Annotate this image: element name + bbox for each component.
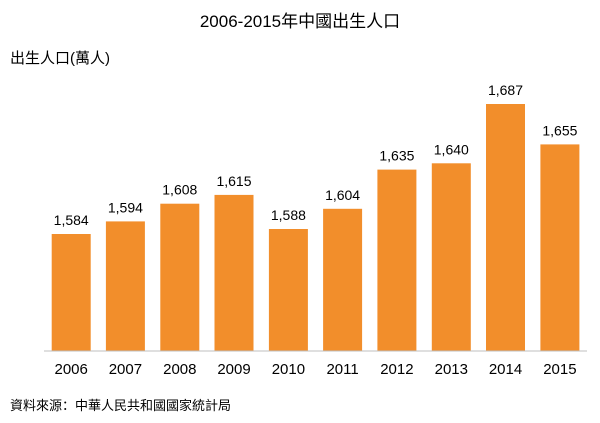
bar-2008: [160, 203, 200, 351]
bar-2015: [540, 144, 580, 351]
value-label-2013: 1,640: [434, 141, 469, 157]
value-label-2014: 1,687: [488, 82, 523, 98]
bar-2009: [214, 194, 254, 351]
bar-2014: [486, 104, 525, 351]
value-label-2012: 1,635: [379, 148, 414, 164]
value-label-2008: 1,608: [162, 182, 197, 198]
bar-2011: [323, 208, 363, 351]
value-label-2007: 1,594: [108, 199, 143, 215]
value-label-2010: 1,588: [271, 207, 306, 223]
chart-title: 2006-2015年中國出生人口: [200, 12, 400, 31]
y-axis-label: 出生人口(萬人): [10, 50, 110, 67]
x-tick-label-2011: 2011: [326, 361, 358, 378]
value-label-2009: 1,615: [216, 173, 251, 189]
source-note: 資料來源：中華人民共和國國家統計局: [10, 398, 231, 413]
x-tick-label-2007: 2007: [109, 361, 142, 378]
bar-2006: [51, 234, 91, 351]
x-tick-label-2006: 2006: [55, 361, 88, 378]
x-tick-label-2012: 2012: [380, 361, 413, 378]
x-tick-label-2008: 2008: [163, 361, 196, 378]
x-tick-label-2013: 2013: [435, 361, 468, 378]
value-labels-group: 1,584 1,594 1,608 1,615 1,588 1,604 1,635 1,640…: [54, 82, 578, 228]
bar-2010: [268, 229, 308, 351]
bars-group: [51, 104, 580, 351]
value-label-2006: 1,584: [54, 212, 89, 228]
bar-2013: [431, 163, 471, 351]
x-tick-label-2014: 2014: [489, 361, 522, 378]
value-label-2011: 1,604: [325, 187, 360, 203]
value-label-2015: 1,655: [542, 122, 577, 138]
x-tick-label-2015: 2015: [543, 361, 576, 378]
bar-2012: [377, 169, 417, 351]
x-tick-label-2009: 2009: [217, 361, 250, 378]
bar-2007: [105, 221, 145, 351]
x-tick-label-2010: 2010: [272, 361, 305, 378]
x-tick-labels-group: 2006 2007 2008 2009 2010 2011 2012 2013 2014 2015: [55, 361, 577, 378]
